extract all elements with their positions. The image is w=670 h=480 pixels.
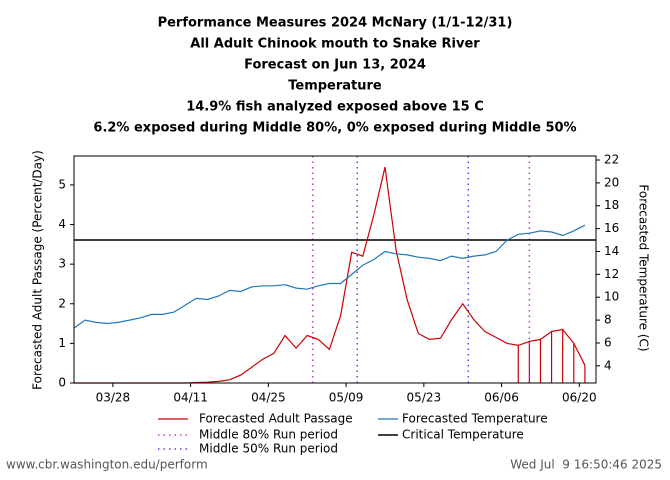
chart-title: Performance Measures 2024 McNary (1/1-12… [158,16,513,31]
y2-tick-label: 6 [604,335,612,349]
x-tick-label: 06/20 [562,391,597,405]
y-axis-label: Forecasted Adult Passage (Percent/Day) [31,150,45,390]
x-tick-label: 06/06 [484,391,519,405]
y-tick-label: 0 [58,376,66,390]
x-tick-label: 04/11 [173,391,208,405]
y2-tick-label: 16 [604,221,619,235]
y2-axis-label: Forecasted Temperature (C) [637,184,651,351]
plot-frame [73,155,597,384]
x-tick-label: 03/28 [96,391,131,405]
x-tick-label: 04/25 [251,391,286,405]
y2-tick-label: 18 [604,198,619,212]
legend-label: Forecasted Temperature [402,412,548,426]
y-tick-label: 4 [58,217,66,231]
chart-title: 6.2% exposed during Middle 80%, 0% expos… [93,121,576,136]
x-tick-label: 05/09 [329,391,364,405]
footer-timestamp: Wed Jul 9 16:50:46 2025 [510,458,662,472]
series-line [73,224,586,329]
y-tick-label: 2 [58,296,66,310]
chart-title: Forecast on Jun 13, 2024 [244,58,426,73]
y2-tick-label: 14 [604,244,619,258]
chart-title: 14.9% fish analyzed exposed above 15 C [186,100,484,115]
series-line [74,166,586,384]
chart-title: Temperature [288,79,382,94]
y2-tick-label: 20 [604,175,619,189]
footer-url: www.cbr.washington.edu/perform [6,458,208,472]
y2-tick-label: 22 [604,153,619,167]
legend-label: Critical Temperature [402,428,524,442]
legend-label: Forecasted Adult Passage [199,412,353,426]
y2-tick-label: 4 [604,358,612,372]
y-tick-label: 5 [58,177,66,191]
y2-tick-label: 12 [604,267,619,281]
y2-tick-label: 8 [604,313,612,327]
y-tick-label: 3 [58,257,66,271]
legend-label: Middle 50% Run period [199,442,338,456]
legend-label: Middle 80% Run period [199,428,338,442]
chart-title: All Adult Chinook mouth to Snake River [190,37,480,52]
y-tick-label: 1 [58,336,66,350]
y2-tick-label: 10 [604,290,619,304]
x-tick-label: 05/23 [407,391,442,405]
